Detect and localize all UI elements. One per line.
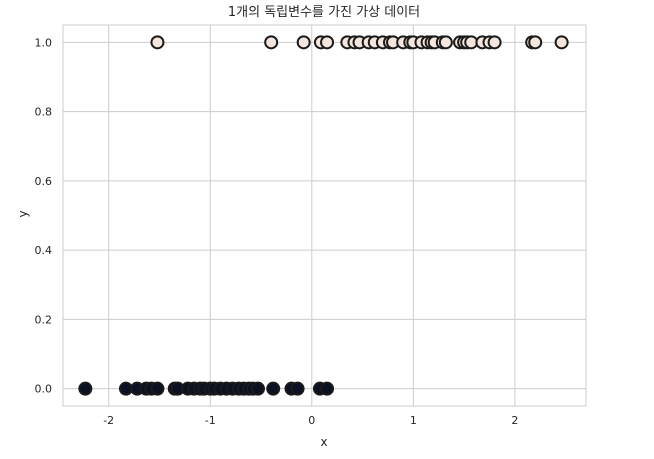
data-point-class-1	[554, 35, 569, 50]
data-point-class-1	[264, 35, 279, 50]
x-tick-label: 0	[308, 414, 315, 427]
data-point-class-0	[290, 381, 305, 396]
data-point-class-0	[78, 381, 93, 396]
y-tick-label: 0.4	[35, 244, 53, 257]
x-tick-label: -1	[205, 414, 216, 427]
x-axis-ticks: -2 -1 0 1 2	[103, 414, 518, 427]
chart-title: 1개의 독립변수를 가진 가상 데이터	[228, 5, 420, 20]
data-point-class-1	[438, 35, 453, 50]
y-tick-label: 0.6	[35, 175, 53, 188]
y-tick-label: 0.0	[35, 383, 53, 396]
data-point-class-1	[320, 35, 335, 50]
data-point-class-0	[150, 381, 165, 396]
y-axis-label: y	[16, 210, 30, 217]
data-point-class-1	[487, 35, 502, 50]
data-point-class-0	[266, 381, 281, 396]
y-tick-label: 0.2	[35, 313, 53, 326]
data-points	[78, 35, 569, 396]
plot-frame	[62, 24, 587, 407]
data-point-class-0	[320, 381, 335, 396]
grid	[63, 25, 586, 406]
data-point-class-1	[150, 35, 165, 50]
y-tick-label: 0.8	[35, 106, 53, 119]
y-axis-ticks: 0.0 0.2 0.4 0.6 0.8 1.0	[35, 36, 53, 395]
x-tick-label: 2	[511, 414, 518, 427]
x-tick-label: -2	[103, 414, 114, 427]
data-point-class-1	[296, 35, 311, 50]
y-tick-label: 1.0	[35, 36, 53, 49]
x-axis-label: x	[320, 435, 327, 449]
data-point-class-1	[528, 35, 543, 50]
x-tick-label: 1	[410, 414, 417, 427]
data-point-class-0	[250, 381, 265, 396]
